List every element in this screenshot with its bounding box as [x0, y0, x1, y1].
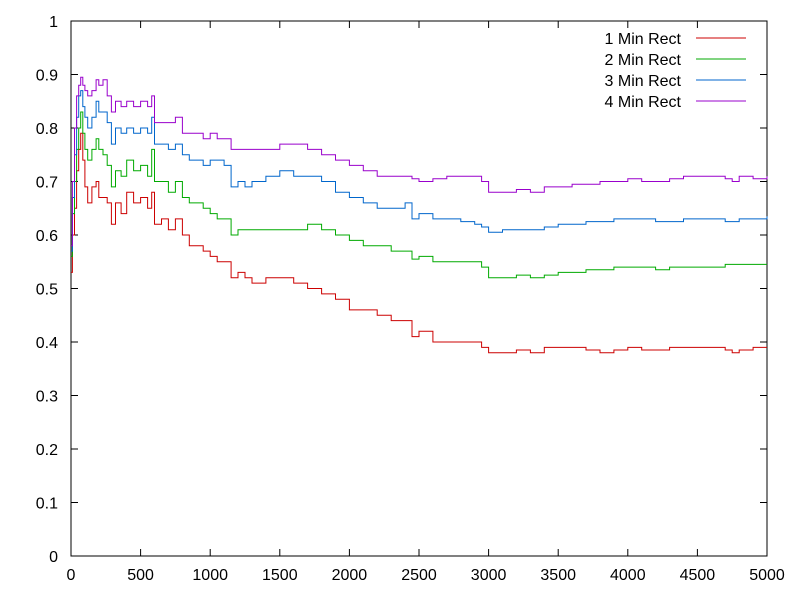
x-tick-label: 4500 [680, 567, 716, 584]
series-line-3 [71, 90, 768, 252]
legend-label: 3 Min Rect [605, 73, 682, 90]
series-line-2 [71, 111, 767, 279]
x-tick-label: 500 [127, 567, 154, 584]
x-tick-label: 2000 [332, 567, 368, 584]
legend-label: 2 Min Rect [605, 52, 682, 69]
y-tick-label: 0.3 [36, 389, 58, 406]
y-tick-label: 0.9 [36, 68, 58, 85]
legend: 1 Min Rect 2 Min Rect 3 Min Rect 4 Min Rect [605, 31, 746, 111]
series-lines [71, 76, 768, 354]
legend-label: 4 Min Rect [605, 94, 682, 111]
x-tick-label: 0 [67, 567, 76, 584]
y-tick-label: 0.7 [36, 175, 58, 192]
y-tick-label: 0.5 [36, 282, 58, 299]
y-tick-label: 0.8 [36, 121, 58, 138]
y-tick-label: 0.4 [36, 335, 58, 352]
x-tick-label: 5000 [749, 567, 785, 584]
series-line-4 [71, 76, 768, 247]
legend-label: 1 Min Rect [605, 31, 682, 48]
x-tick-label: 1500 [262, 567, 298, 584]
x-tick-label: 3500 [540, 567, 576, 584]
y-tick-label: 0.2 [36, 442, 58, 459]
x-tick-label: 3000 [471, 567, 507, 584]
x-tick-label: 2500 [401, 567, 437, 584]
axis-tick-labels: 0 500 1000 1500 2000 2500 3000 3500 4000 4500 5000… [36, 14, 785, 584]
y-tick-label: 1 [49, 14, 58, 31]
x-tick-label: 1000 [192, 567, 228, 584]
y-tick-label: 0 [49, 549, 58, 566]
x-tick-label: 4000 [610, 567, 646, 584]
y-tick-label: 0.1 [36, 496, 58, 513]
y-tick-label: 0.6 [36, 228, 58, 245]
series-line-1 [71, 132, 767, 354]
